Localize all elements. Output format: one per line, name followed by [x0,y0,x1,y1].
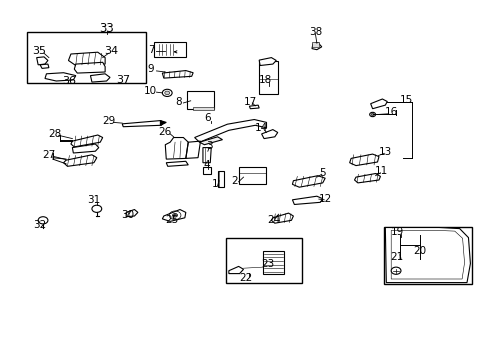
Polygon shape [160,121,166,125]
Text: 24: 24 [266,215,280,225]
Bar [225,238,302,283]
Text: 38: 38 [308,27,322,37]
Bar [186,91,213,109]
Text: 27: 27 [42,150,56,160]
Text: 3: 3 [205,141,212,151]
Text: 36: 36 [62,76,76,86]
Polygon shape [259,58,276,66]
Text: 13: 13 [378,147,391,157]
Text: 15: 15 [399,95,413,105]
Bar [27,32,145,83]
Bar [383,227,471,284]
Text: 31: 31 [87,195,101,205]
Text: 1: 1 [211,179,218,189]
Text: 32: 32 [33,220,47,230]
Text: 14: 14 [254,123,268,133]
Text: 9: 9 [147,64,154,75]
Polygon shape [162,71,193,78]
Circle shape [162,89,172,96]
Text: 26: 26 [158,127,172,138]
Circle shape [164,91,169,95]
Text: 12: 12 [318,194,331,204]
Polygon shape [37,57,48,65]
Bar [311,42,319,47]
Polygon shape [217,171,224,187]
Polygon shape [349,154,378,166]
Text: 25: 25 [165,215,179,225]
Polygon shape [271,213,293,223]
Text: 5: 5 [319,168,325,178]
Text: 11: 11 [374,166,387,176]
Polygon shape [228,266,243,274]
Polygon shape [126,210,138,217]
Polygon shape [90,74,110,82]
Polygon shape [199,137,222,145]
Text: 29: 29 [102,116,115,126]
Polygon shape [203,148,211,163]
Text: 18: 18 [258,75,271,85]
Polygon shape [166,161,188,166]
Bar [263,251,283,274]
Polygon shape [261,130,277,139]
Text: 22: 22 [238,273,252,283]
Text: 7: 7 [148,45,155,55]
Circle shape [172,213,177,217]
Polygon shape [162,210,185,221]
Circle shape [390,267,400,274]
Polygon shape [68,52,105,66]
Bar [154,42,185,57]
Polygon shape [45,73,76,81]
Polygon shape [72,144,99,153]
Text: 10: 10 [144,86,157,96]
Polygon shape [354,174,380,183]
Text: 21: 21 [389,252,403,262]
Polygon shape [122,121,163,127]
Text: 20: 20 [412,246,425,256]
Text: 4: 4 [203,160,209,170]
Text: 28: 28 [48,129,61,139]
Polygon shape [249,105,259,109]
Polygon shape [63,155,97,166]
Polygon shape [203,167,211,174]
Polygon shape [71,135,102,147]
Text: 6: 6 [204,113,211,123]
Bar [259,61,277,94]
Polygon shape [311,42,321,50]
Circle shape [369,112,375,117]
Polygon shape [370,99,386,109]
Polygon shape [292,196,322,204]
Text: 16: 16 [384,107,397,117]
Bar [193,107,213,110]
Polygon shape [40,64,49,68]
Text: 34: 34 [104,46,118,56]
Polygon shape [292,176,325,187]
Text: 23: 23 [261,258,274,269]
Text: 37: 37 [116,75,130,85]
Text: 35: 35 [32,46,46,56]
Text: 17: 17 [243,96,257,107]
Polygon shape [74,62,105,73]
Circle shape [370,113,373,116]
Bar [238,167,265,184]
Polygon shape [385,228,469,283]
Text: 2: 2 [231,176,238,186]
Polygon shape [194,120,266,142]
Text: 33: 33 [99,22,114,35]
Text: 19: 19 [389,227,403,237]
Text: 30: 30 [122,210,134,220]
Text: 8: 8 [175,96,182,107]
